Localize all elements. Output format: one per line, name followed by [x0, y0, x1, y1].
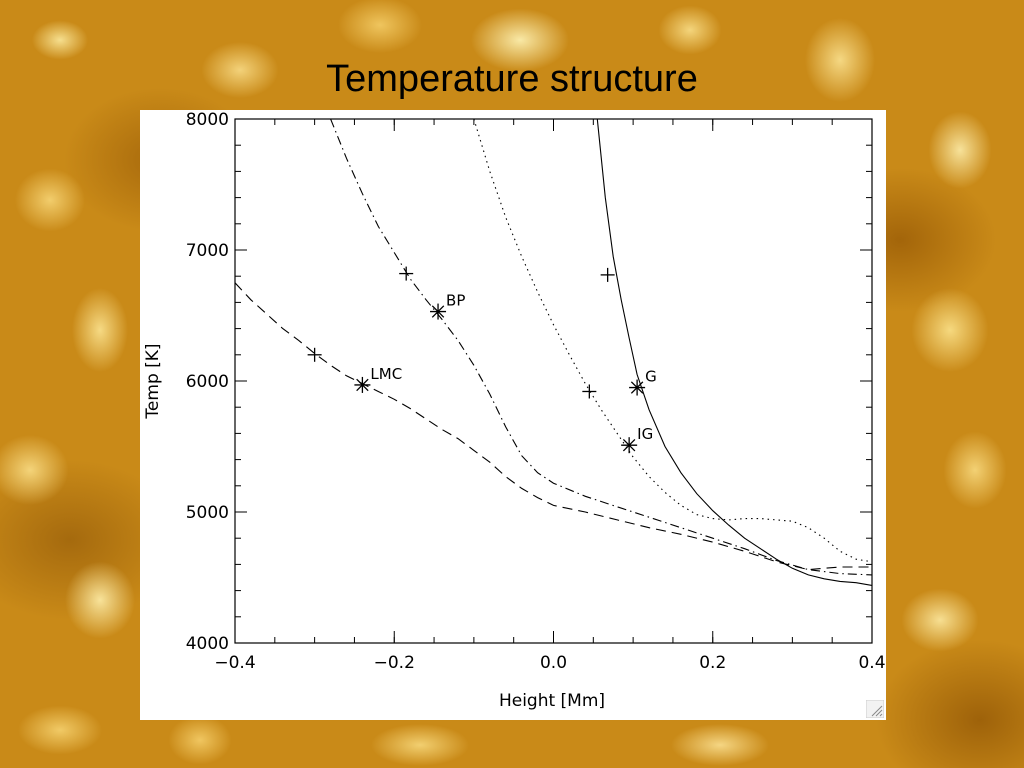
marker-stroke: [630, 381, 644, 394]
axes-group: −0.4 −0.2 0.0 0.2 0.4 4000 5000 6000 7000 8000: [186, 110, 886, 673]
temperature-chart: G IG BP LMC −0.4 −0.2 0.0 0.2 0.4 4000 5000 6000 70…: [143, 110, 886, 711]
plot-frame: [234, 118, 873, 644]
plus-marker: [582, 384, 597, 399]
plus-marker: [600, 267, 615, 282]
x-tick-label: 0.4: [858, 653, 885, 673]
y-axis-title: Temp [K]: [143, 343, 163, 419]
asterisk-marker: [629, 379, 646, 396]
y-tick-label: 6000: [186, 372, 229, 392]
marker-label-bp: BP: [446, 292, 465, 310]
y-tick-label: 4000: [186, 634, 229, 654]
series-line-bp: [330, 119, 872, 576]
x-tick-label: 0.0: [540, 653, 567, 673]
x-tick-label: −0.4: [214, 653, 255, 673]
marker-label-lmc: LMC: [370, 365, 402, 383]
y-tick-label: 8000: [186, 110, 229, 130]
plus-marker: [399, 266, 414, 281]
marker-label-g: G: [645, 368, 657, 386]
resize-grip-icon[interactable]: [866, 700, 884, 718]
marker-stroke: [622, 438, 636, 452]
series-line-ig: [473, 119, 872, 563]
x-axis-title: Height [Mm]: [499, 691, 605, 711]
marker-stroke: [431, 305, 445, 318]
x-tick-label: 0.2: [699, 653, 726, 673]
markers-group: G IG BP LMC: [307, 266, 657, 454]
asterisk-marker: [621, 437, 638, 454]
x-tick-label: −0.2: [374, 653, 415, 673]
asterisk-marker: [354, 376, 371, 393]
y-tick-label: 7000: [186, 241, 229, 261]
y-tick-label: 5000: [186, 503, 229, 523]
asterisk-marker: [430, 303, 447, 320]
series-line-lmc: [235, 282, 872, 571]
series-group: [235, 119, 872, 586]
marker-label-ig: IG: [637, 425, 653, 443]
series-line-g: [596, 119, 872, 586]
marker-stroke: [356, 378, 369, 392]
plot-panel: G IG BP LMC −0.4 −0.2 0.0 0.2 0.4 4000 5000 6000 70…: [140, 110, 886, 720]
plus-marker: [307, 347, 322, 362]
slide-title: Temperature structure: [326, 58, 698, 100]
